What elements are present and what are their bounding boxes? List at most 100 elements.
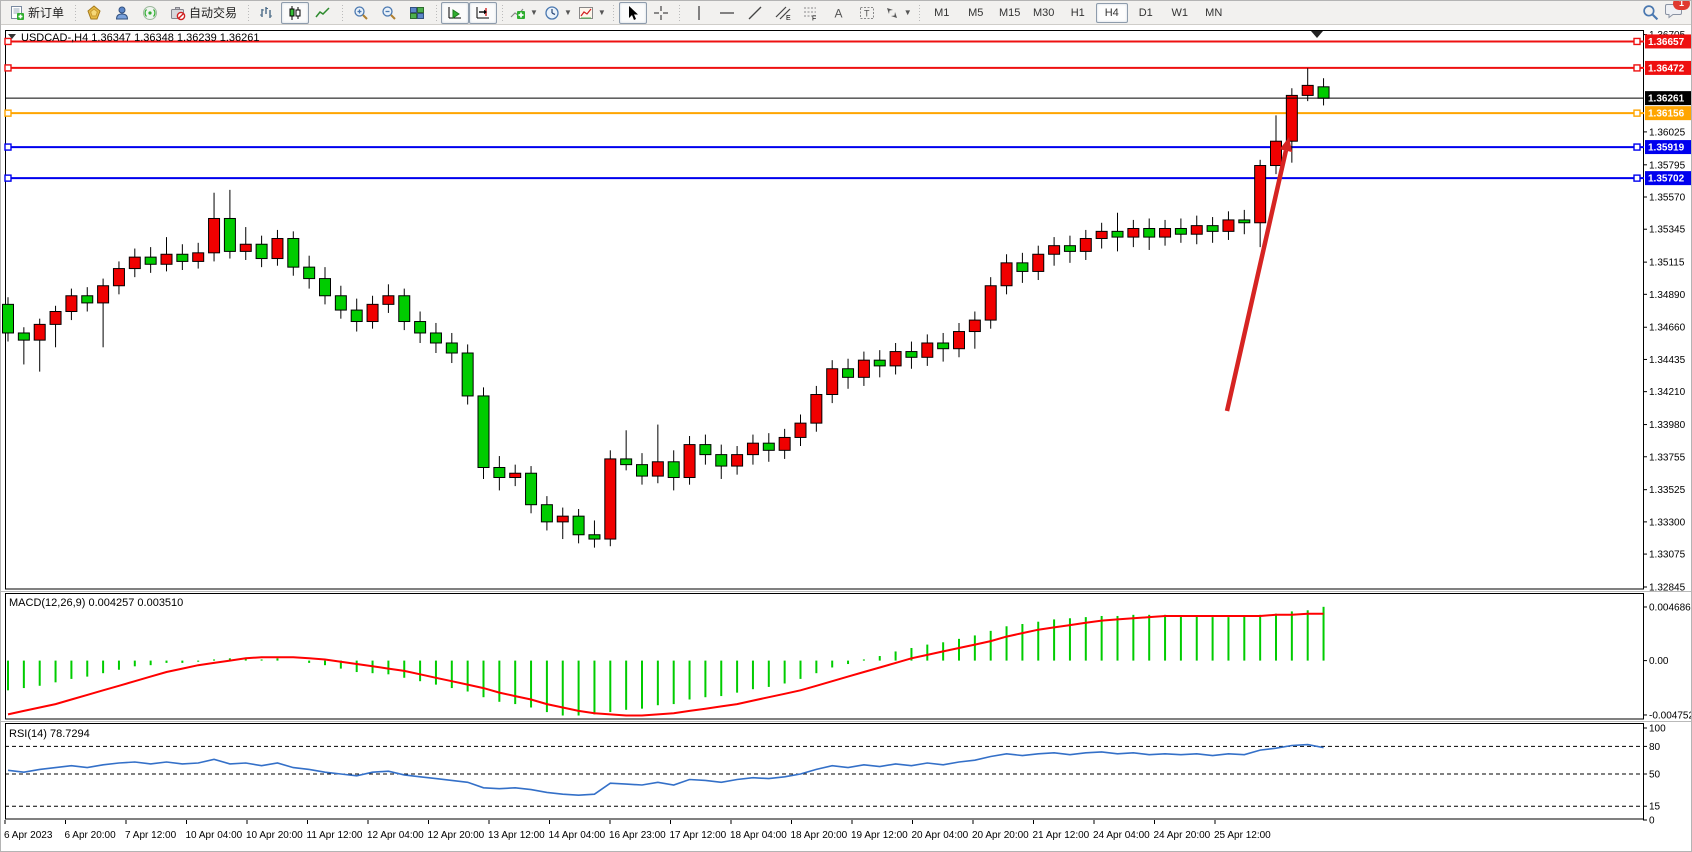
svg-text:1.33300: 1.33300	[1649, 517, 1686, 528]
timeframe-button-MN[interactable]: MN	[1205, 6, 1223, 19]
crosshair-tool-button[interactable]	[647, 2, 675, 24]
chart-shift-button[interactable]	[469, 1, 498, 24]
auto-trading-button[interactable]: 自动交易	[164, 2, 243, 24]
search-icon[interactable]	[1642, 4, 1659, 21]
line-handle[interactable]	[1633, 109, 1641, 117]
hline-1.36472[interactable]	[4, 64, 1644, 72]
rsi-line	[7, 743, 1324, 797]
price-badge-1.36261: 1.36261	[1645, 91, 1691, 106]
zoom-in-icon	[354, 5, 368, 20]
tile-windows-icon	[410, 6, 425, 19]
svg-text:25 Apr 12:00: 25 Apr 12:00	[1214, 830, 1271, 841]
gold-seal-icon	[87, 4, 101, 19]
timeframe-button-M30[interactable]: M30	[1033, 6, 1055, 19]
chart-shift-icon	[476, 6, 490, 18]
svg-text:10 Apr 04:00: 10 Apr 04:00	[186, 830, 243, 841]
new-order-button[interactable]: 新订单	[3, 2, 70, 24]
line-handle[interactable]	[4, 37, 12, 46]
hline-1.35919[interactable]	[4, 143, 1644, 151]
line-handle[interactable]	[4, 64, 12, 72]
bar-chart-mode-button[interactable]	[253, 2, 281, 24]
notifications-button[interactable]: 1	[1665, 1, 1690, 24]
svg-text:1.36156: 1.36156	[1648, 109, 1685, 120]
timeframe-button-H4[interactable]: H4	[1095, 2, 1128, 23]
text-label-tool-button[interactable]: T	[853, 2, 881, 24]
profile-icon	[116, 6, 129, 19]
indicators-button[interactable]: ▼	[507, 2, 541, 24]
chart-shift-marker[interactable]	[1311, 31, 1323, 38]
line-chart-mode-button[interactable]	[309, 2, 337, 24]
notification-badge: 1	[1673, 1, 1690, 10]
toolbar-grip	[340, 4, 345, 21]
svg-text:16 Apr 23:00: 16 Apr 23:00	[609, 830, 666, 841]
horizontal-line-tool-button[interactable]	[713, 2, 741, 24]
tile-windows-button[interactable]	[403, 2, 431, 24]
signal-button[interactable]	[136, 2, 164, 24]
macd-signal-line	[7, 612, 1324, 717]
cursor-tool-button[interactable]	[618, 1, 647, 24]
line-handle[interactable]	[1633, 64, 1641, 72]
svg-text:1.36261: 1.36261	[1648, 94, 1685, 105]
chart-labels: USDCAD-,H4 1.36347 1.36348 1.36239 1.362…	[8, 32, 260, 740]
time-axis[interactable]: 6 Apr 2023 6 Apr 20:00 7 Apr 12:00 10 Apr 0…	[4, 820, 1271, 841]
svg-text:10 Apr 20:00: 10 Apr 20:00	[246, 830, 303, 841]
auto-scroll-button[interactable]	[441, 1, 470, 24]
horizontal-line-icon	[719, 11, 734, 14]
arrow-annotation[interactable]	[1224, 137, 1293, 412]
svg-text:80: 80	[1649, 742, 1661, 753]
fibonacci-tool-button[interactable]: F	[797, 2, 825, 24]
vertical-line-tool-button[interactable]	[685, 2, 713, 24]
hline-1.35702[interactable]	[4, 174, 1644, 182]
timeframe-button-D1[interactable]: D1	[1138, 6, 1153, 19]
svg-text:7 Apr 12:00: 7 Apr 12:00	[125, 830, 177, 841]
svg-text:1.33755: 1.33755	[1649, 452, 1686, 463]
rsi-label: RSI(14) 78.7294	[9, 728, 90, 740]
svg-text:21 Apr 12:00: 21 Apr 12:00	[1033, 830, 1090, 841]
profile-button[interactable]	[108, 2, 136, 24]
svg-text:18 Apr 04:00: 18 Apr 04:00	[730, 830, 787, 841]
hline-1.36156[interactable]	[4, 109, 1644, 117]
auto-trading-icon	[171, 6, 186, 20]
price-axis[interactable]: 1.367051.360251.357951.355701.353451.351…	[1643, 30, 1692, 827]
line-handle[interactable]	[4, 109, 12, 117]
periods-button[interactable]: ▼	[541, 2, 575, 24]
arrows-tool-button[interactable]: ▼	[881, 2, 915, 24]
trendline-tool-button[interactable]	[741, 2, 769, 24]
auto-scroll-icon	[448, 6, 462, 19]
text-tool-button[interactable]: A	[825, 2, 853, 24]
svg-text:1.34210: 1.34210	[1649, 387, 1686, 398]
svg-text:1.35570: 1.35570	[1649, 193, 1686, 204]
svg-text:T: T	[864, 8, 870, 18]
chart-canvas[interactable]: 1.367051.360251.357951.355701.353451.351…	[1, 25, 1692, 852]
chart-title: USDCAD-,H4 1.36347 1.36348 1.36239 1.362…	[21, 32, 260, 44]
templates-button[interactable]: ▼	[575, 2, 609, 24]
zoom-out-button[interactable]	[375, 2, 403, 24]
svg-text:24 Apr 04:00: 24 Apr 04:00	[1093, 830, 1150, 841]
timeframe-button-M1[interactable]: M1	[934, 6, 950, 19]
line-handle[interactable]	[4, 143, 12, 151]
timeframe-button-W1[interactable]: W1	[1171, 6, 1188, 19]
gold-seal-button[interactable]	[80, 2, 108, 24]
chart-title-collapse-icon[interactable]	[8, 34, 16, 39]
zoom-in-button[interactable]	[347, 2, 375, 24]
line-chart-icon	[315, 6, 330, 17]
svg-text:20 Apr 04:00: 20 Apr 04:00	[912, 830, 969, 841]
timeframe-button-H1[interactable]: H1	[1070, 6, 1085, 19]
line-handle[interactable]	[4, 174, 12, 182]
svg-text:11 Apr 12:00: 11 Apr 12:00	[307, 830, 363, 841]
toolbar-grip	[500, 4, 505, 21]
svg-text:1.35115: 1.35115	[1649, 258, 1685, 269]
toolbar-grip	[611, 4, 616, 21]
line-handle[interactable]	[1633, 174, 1641, 182]
candlestick-mode-button[interactable]	[281, 1, 310, 24]
timeframe-button-M15[interactable]: M15	[999, 6, 1021, 19]
svg-text:F: F	[812, 15, 816, 21]
hline-1.36657[interactable]	[4, 37, 1644, 46]
svg-text:1.33075: 1.33075	[1649, 550, 1686, 561]
toolbar-right-group: 1	[1642, 1, 1691, 24]
line-handle[interactable]	[1633, 143, 1641, 151]
timeframe-button-M5[interactable]: M5	[968, 6, 984, 19]
equidistant-channel-tool-button[interactable]: E	[769, 2, 797, 24]
line-handle[interactable]	[1633, 37, 1641, 46]
indicators-icon	[510, 8, 526, 19]
